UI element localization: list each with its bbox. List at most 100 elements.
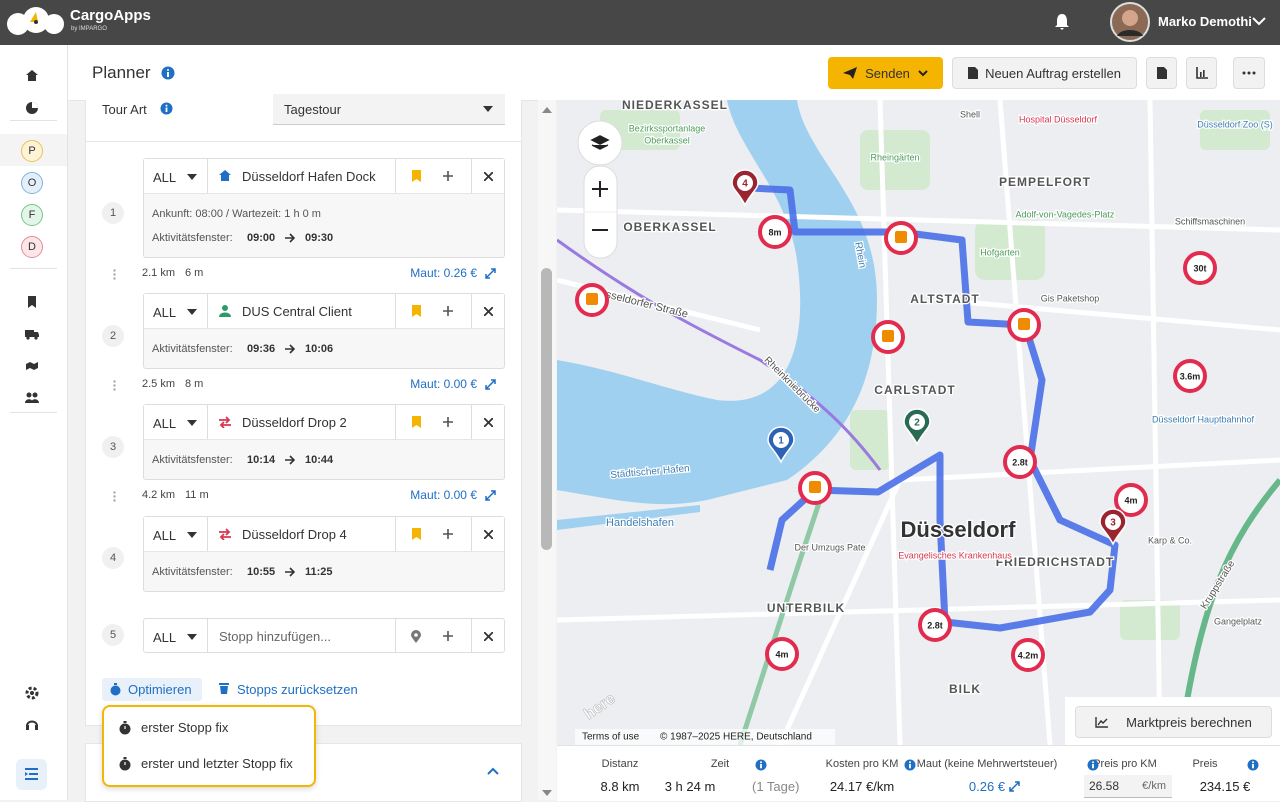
- info-icon[interactable]: [160, 102, 173, 115]
- filter-caret[interactable]: [187, 420, 197, 426]
- send-button[interactable]: Senden: [828, 57, 943, 89]
- remove-icon[interactable]: [484, 530, 493, 539]
- add-icon[interactable]: [443, 631, 453, 641]
- add-icon[interactable]: [443, 529, 453, 539]
- window-arrow: [285, 455, 295, 465]
- map-label: BILK: [949, 682, 981, 696]
- truck-icon[interactable]: [25, 327, 39, 341]
- filter-label[interactable]: ALL: [153, 528, 177, 543]
- scroll-thumb[interactable]: [541, 268, 552, 550]
- filter-caret[interactable]: [187, 309, 197, 315]
- restriction-sign: [1011, 638, 1045, 672]
- info-icon[interactable]: [161, 66, 175, 80]
- expand-icon[interactable]: [485, 490, 496, 501]
- more-button[interactable]: [1233, 57, 1265, 89]
- map-label: Hofgarten: [980, 247, 1020, 257]
- tour-select[interactable]: Tagestour: [273, 94, 505, 125]
- chart-button[interactable]: [1186, 57, 1217, 89]
- stop-pin-inner: [1105, 514, 1121, 530]
- filter-caret[interactable]: [187, 634, 197, 640]
- window-label: Aktivitätsfenster:: [152, 232, 233, 244]
- logo[interactable]: [6, 6, 64, 38]
- info-icon[interactable]: [904, 759, 916, 771]
- restriction-label: 4m: [775, 649, 788, 659]
- handshake-icon[interactable]: [25, 359, 39, 373]
- expand-icon[interactable]: [1009, 781, 1020, 792]
- leg-toll[interactable]: Maut: 0.00 €: [410, 377, 477, 391]
- new-order-button[interactable]: Neuen Auftrag erstellen: [952, 57, 1137, 89]
- menu-item[interactable]: erster Stopp fix: [141, 720, 229, 735]
- filter-caret[interactable]: [187, 174, 197, 180]
- filter-caret[interactable]: [187, 532, 197, 538]
- stop-name[interactable]: Düsseldorf Hafen Dock: [242, 169, 376, 184]
- leg-toll[interactable]: Maut: 0.00 €: [410, 488, 477, 502]
- map[interactable]: NIEDERKASSEL Bezirkssportanlage Oberkassel…: [557, 100, 1280, 745]
- zoom-in[interactable]: [592, 181, 608, 197]
- remove-icon[interactable]: [484, 307, 493, 316]
- filter-label[interactable]: ALL: [153, 630, 177, 645]
- fix-bookmark[interactable]: [412, 416, 421, 428]
- price-per-km-input[interactable]: 26.58 €/km: [1084, 775, 1172, 798]
- divider: [471, 405, 472, 439]
- more-icon: [1242, 71, 1256, 75]
- tour-value: Tagestour: [284, 102, 342, 117]
- nav-letter[interactable]: F: [21, 204, 43, 226]
- scroll-up[interactable]: [541, 106, 553, 114]
- summary-value[interactable]: 0.26 €: [968, 779, 1006, 794]
- expand-icon[interactable]: [485, 379, 496, 390]
- users-icon[interactable]: [25, 391, 39, 405]
- user-name[interactable]: Marko Demothi: [1158, 14, 1252, 29]
- market-price-label: Marktpreis berechnen: [1126, 714, 1252, 730]
- home-icon[interactable]: [25, 69, 39, 83]
- reset-stops[interactable]: Stopps zurücksetzen: [237, 682, 358, 697]
- stop-number: 2: [102, 325, 124, 347]
- stop-name[interactable]: Düsseldorf Drop 4: [242, 527, 347, 542]
- nav-letter[interactable]: O: [21, 172, 43, 194]
- bell-icon[interactable]: [1054, 13, 1070, 31]
- market-price-button[interactable]: Marktpreis berechnen: [1075, 706, 1272, 738]
- map-label: Bezirkssportanlage: [629, 123, 706, 133]
- window-arrow: [285, 567, 295, 577]
- terms-link[interactable]: Terms of use: [582, 732, 640, 743]
- support-icon[interactable]: [25, 718, 39, 732]
- info-icon[interactable]: [755, 759, 767, 771]
- pin-icon[interactable]: [411, 630, 421, 643]
- nav-letter[interactable]: D: [21, 236, 43, 258]
- remove-icon[interactable]: [484, 172, 493, 181]
- stop-name[interactable]: DUS Central Client: [242, 304, 352, 319]
- avatar[interactable]: [1110, 2, 1150, 42]
- menu-item[interactable]: erster und letzter Stopp fix: [141, 756, 293, 771]
- top-bar: CargoApps by IMPARGO Marko Demothi: [0, 0, 1280, 45]
- user-menu-chevron[interactable]: [1252, 16, 1266, 26]
- expand-icon[interactable]: [485, 268, 496, 279]
- add-icon[interactable]: [443, 306, 453, 316]
- stopwatch-icon: [110, 683, 121, 696]
- nav-letter[interactable]: P: [21, 140, 43, 162]
- stop-input-placeholder[interactable]: Stopp hinzufügen...: [219, 629, 332, 644]
- filter-label[interactable]: ALL: [153, 305, 177, 320]
- export-button[interactable]: [1146, 57, 1177, 89]
- leg-toll[interactable]: Maut: 0.26 €: [410, 266, 477, 280]
- filter-label[interactable]: ALL: [153, 170, 177, 185]
- leg-time: 11 m: [185, 489, 209, 501]
- remove-icon[interactable]: [484, 632, 493, 641]
- optimize-button[interactable]: Optimieren: [102, 678, 202, 701]
- reports-icon[interactable]: [25, 101, 39, 115]
- fix-bookmark[interactable]: [412, 305, 421, 317]
- scroll-down[interactable]: [541, 789, 553, 797]
- window-arrow: [285, 344, 295, 354]
- stop-name[interactable]: Düsseldorf Drop 2: [242, 415, 347, 430]
- settings-icon[interactable]: [25, 686, 39, 700]
- fix-bookmark[interactable]: [412, 528, 421, 540]
- remove-icon[interactable]: [484, 418, 493, 427]
- optimize-menu: erster Stopp fix erster und letzter Stopp…: [102, 705, 316, 787]
- filter-label[interactable]: ALL: [153, 416, 177, 431]
- add-icon[interactable]: [443, 417, 453, 427]
- add-icon[interactable]: [443, 171, 453, 181]
- fix-bookmark[interactable]: [412, 170, 421, 182]
- bookmark-icon[interactable]: [25, 295, 39, 309]
- collapse-chevron[interactable]: [487, 767, 499, 775]
- info-icon[interactable]: [1087, 759, 1099, 771]
- info-icon[interactable]: [1247, 759, 1259, 771]
